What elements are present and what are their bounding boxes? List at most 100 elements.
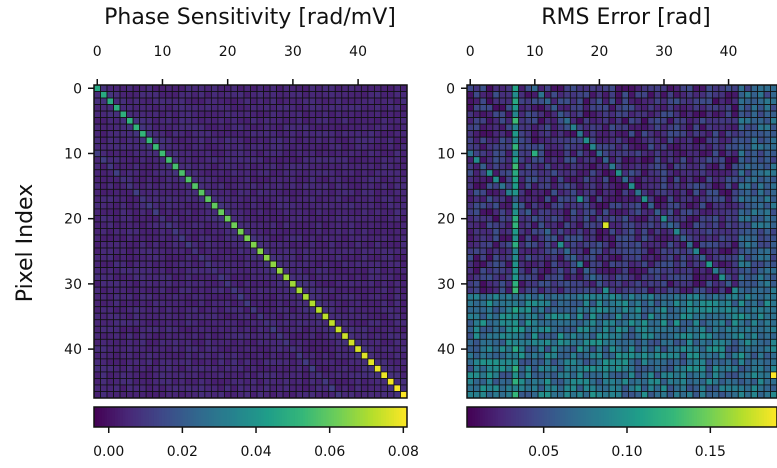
heatmap-cell xyxy=(712,221,720,229)
colorbar-segment xyxy=(352,407,356,427)
heatmap-cell xyxy=(184,228,193,236)
heatmap-cell xyxy=(595,345,604,353)
heatmap-cell xyxy=(576,84,584,92)
heatmap-cell xyxy=(770,195,777,203)
heatmap-cell xyxy=(634,84,642,92)
heatmap-cell xyxy=(763,188,771,197)
heatmap-cell xyxy=(217,241,225,249)
heatmap-cell xyxy=(653,378,662,386)
heatmap-cell xyxy=(724,91,733,99)
heatmap-cell xyxy=(763,319,771,327)
heatmap-cell xyxy=(724,254,733,262)
heatmap-cell xyxy=(563,215,571,223)
heatmap-cell xyxy=(731,182,739,190)
colorbar-segment xyxy=(140,407,144,427)
heatmap-cell xyxy=(737,254,746,262)
heatmap-cell xyxy=(750,306,759,314)
heatmap-cell xyxy=(621,260,629,268)
heatmap-cell xyxy=(737,345,746,353)
heatmap-cell xyxy=(660,97,668,105)
heatmap-cell xyxy=(263,91,271,99)
heatmap-cell xyxy=(692,241,700,249)
heatmap-cell xyxy=(608,351,616,360)
heatmap-cell xyxy=(165,312,173,321)
heatmap-cell xyxy=(139,325,147,334)
heatmap-cell xyxy=(328,234,336,242)
heatmap-cell xyxy=(582,260,591,268)
heatmap-cell xyxy=(479,299,487,308)
heatmap-cell xyxy=(705,215,713,223)
heatmap-cell xyxy=(237,123,245,132)
heatmap-cell xyxy=(178,371,186,379)
heatmap-cell xyxy=(557,345,565,353)
heatmap-cell xyxy=(393,228,401,236)
heatmap-cell xyxy=(705,358,713,366)
heatmap-cell xyxy=(393,345,401,353)
colorbar-segment xyxy=(647,407,651,427)
heatmap-cell xyxy=(256,378,264,386)
heatmap-cell xyxy=(282,358,291,366)
heatmap-cell xyxy=(621,104,629,112)
heatmap-cell xyxy=(563,273,571,282)
heatmap-cell xyxy=(602,345,610,353)
colorbar-segment xyxy=(645,407,649,427)
heatmap-cell xyxy=(387,97,395,105)
heatmap-cell xyxy=(537,351,545,360)
heatmap-cell xyxy=(524,306,532,314)
heatmap-cell xyxy=(737,325,746,334)
heatmap-cell xyxy=(100,384,108,392)
heatmap-cell xyxy=(544,332,552,340)
heatmap-cell xyxy=(308,169,317,177)
heatmap-cell xyxy=(608,345,616,353)
heatmap-cell xyxy=(518,306,526,314)
heatmap-cell xyxy=(347,364,356,373)
heatmap-cell xyxy=(731,188,739,197)
heatmap-cell xyxy=(473,345,481,353)
heatmap-cell xyxy=(113,371,121,379)
heatmap-cell xyxy=(705,391,713,399)
heatmap-cell xyxy=(367,312,375,321)
heatmap-cell xyxy=(269,117,277,125)
heatmap-cell xyxy=(750,391,759,399)
heatmap-cell xyxy=(145,136,154,145)
heatmap-cell xyxy=(770,358,777,366)
heatmap-cell xyxy=(276,208,284,216)
heatmap-cell xyxy=(191,325,199,334)
heatmap-cell xyxy=(595,130,604,138)
heatmap-cell xyxy=(498,273,507,282)
heatmap-cell xyxy=(757,286,765,295)
heatmap-cell xyxy=(686,312,694,321)
heatmap-cell xyxy=(334,260,343,268)
heatmap-cell xyxy=(524,104,532,112)
heatmap-cell xyxy=(763,325,771,334)
heatmap-cell xyxy=(100,306,108,314)
heatmap-cell xyxy=(308,391,317,399)
heatmap-cell xyxy=(731,234,739,242)
heatmap-cell xyxy=(276,345,284,353)
heatmap-cell xyxy=(373,299,382,308)
heatmap-cell xyxy=(524,286,532,295)
heatmap-cell xyxy=(653,143,662,151)
heatmap-cell xyxy=(473,378,481,386)
heatmap-cell xyxy=(621,110,629,119)
heatmap-cell xyxy=(634,162,642,171)
heatmap-cell xyxy=(126,286,134,295)
heatmap-cell xyxy=(615,130,623,138)
heatmap-cell xyxy=(466,325,474,334)
heatmap-cell xyxy=(106,384,114,392)
heatmap-cell xyxy=(282,162,291,171)
heatmap-cell xyxy=(699,182,707,190)
heatmap-cell xyxy=(608,175,616,184)
heatmap-cell xyxy=(152,378,160,386)
heatmap-cell xyxy=(132,149,141,158)
heatmap-cell xyxy=(763,130,771,138)
heatmap-cell xyxy=(341,384,349,392)
heatmap-cell xyxy=(518,371,526,379)
heatmap-cell xyxy=(718,241,726,249)
heatmap-cell xyxy=(595,156,604,164)
heatmap-cell xyxy=(653,364,662,373)
colorbar-segment xyxy=(743,407,747,427)
heatmap-cell xyxy=(282,391,291,399)
heatmap-cell xyxy=(705,273,713,282)
heatmap-cell xyxy=(595,195,604,203)
